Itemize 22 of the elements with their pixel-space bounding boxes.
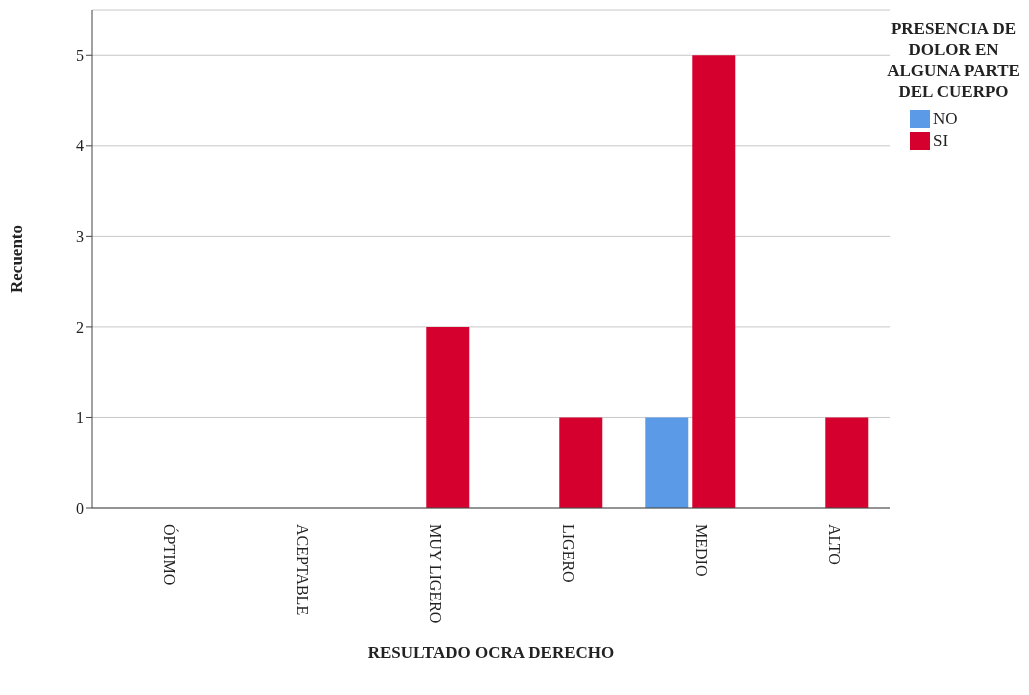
x-tick-label: MUY LIGERO bbox=[426, 524, 444, 624]
y-axis-title: Recuento bbox=[7, 225, 27, 293]
bar bbox=[692, 55, 736, 508]
y-tick-label: 0 bbox=[76, 499, 84, 517]
x-tick-label: ACEPTABLE bbox=[293, 524, 311, 616]
y-tick-label: 1 bbox=[76, 409, 84, 427]
legend-label: SI bbox=[932, 130, 950, 152]
x-tick-label: LIGERO bbox=[559, 524, 577, 583]
y-tick-label: 5 bbox=[76, 46, 84, 64]
x-tick-label: ALTO bbox=[825, 524, 843, 565]
bar bbox=[645, 417, 689, 508]
bar bbox=[825, 417, 869, 508]
x-axis-title: RESULTADO OCRA DERECHO bbox=[367, 643, 615, 662]
y-tick-label: 4 bbox=[76, 137, 84, 155]
legend-label: NO bbox=[932, 108, 959, 130]
bar bbox=[559, 417, 603, 508]
x-tick-label: MEDIO bbox=[692, 524, 710, 577]
y-tick-label: 3 bbox=[76, 228, 84, 246]
bar bbox=[426, 326, 470, 508]
legend-title: PRESENCIA DE DOLOR EN ALGUNA PARTE DEL CUERPO bbox=[886, 18, 1021, 102]
x-tick-label: ÓPTIMO bbox=[160, 524, 179, 586]
y-tick-label: 2 bbox=[76, 318, 84, 336]
